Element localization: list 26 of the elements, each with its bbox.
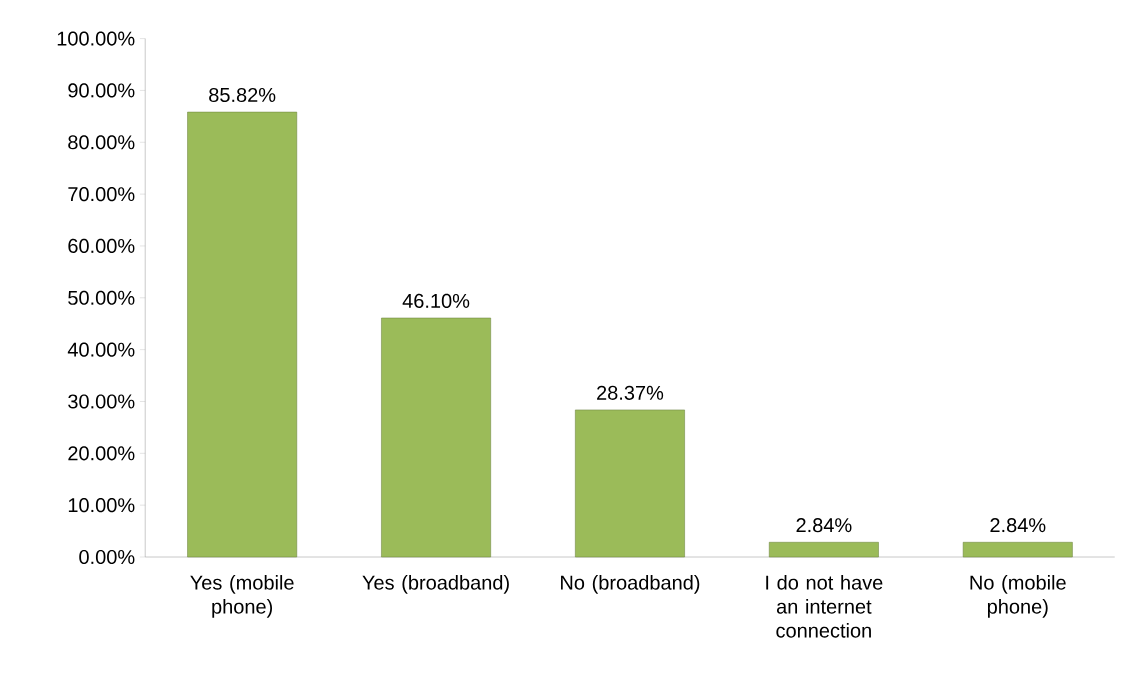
y-tick-label: 30.00% — [68, 394, 135, 409]
y-tick-label: 0.00% — [79, 549, 135, 564]
x-tick-label: I do not have an internet connection — [766, 574, 883, 638]
data-label: 2.84% — [796, 517, 852, 533]
y-tick-label: 50.00% — [68, 290, 135, 305]
bar — [575, 409, 685, 558]
bar — [381, 317, 491, 558]
y-tick-label: 100.00% — [57, 31, 135, 46]
y-tick-label: 40.00% — [67, 342, 135, 357]
bar — [187, 111, 298, 558]
bar — [962, 541, 1073, 558]
data-label: 46.10% — [402, 293, 470, 308]
x-tick-label: Yes (broadband) — [362, 574, 509, 594]
y-tick-label: 90.00% — [68, 83, 135, 98]
y-tick-label: 70.00% — [68, 186, 135, 202]
y-tick-label: 60.00% — [68, 238, 135, 253]
data-label: 28.37% — [597, 385, 664, 400]
data-label: 85.82% — [209, 87, 276, 102]
data-label: 2.84% — [990, 517, 1046, 533]
y-tick-label: 10.00% — [68, 497, 135, 513]
x-tick-label: No (mobile phone) — [970, 574, 1066, 618]
y-tick-label: 80.00% — [68, 135, 135, 150]
x-tick-label: Yes (mobile phone) — [190, 574, 294, 618]
x-tick-label: No (broadband) — [561, 574, 700, 594]
bar — [768, 541, 879, 558]
y-tick-label: 20.00% — [68, 446, 135, 461]
